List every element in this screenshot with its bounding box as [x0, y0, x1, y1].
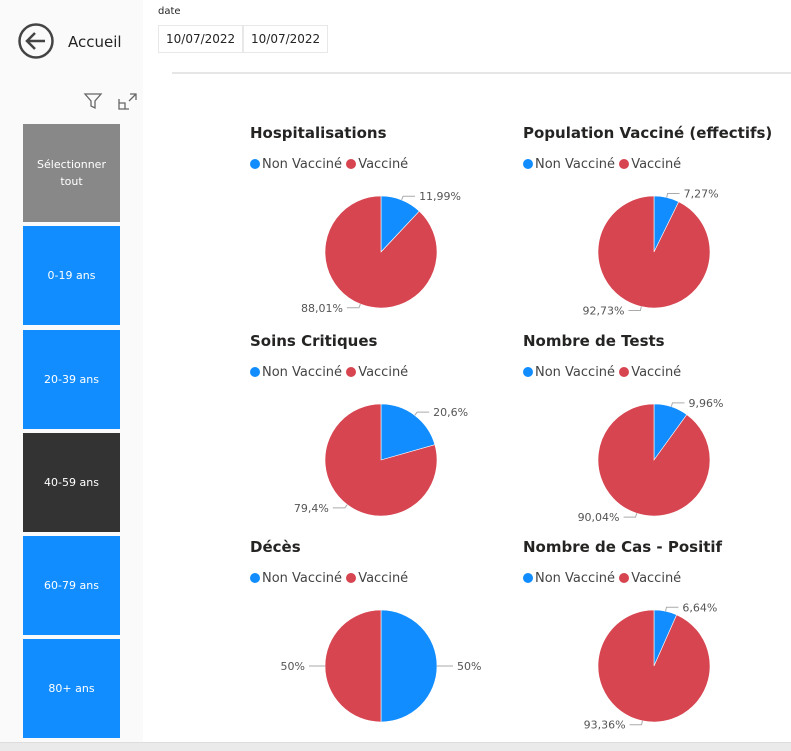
legend-marker-non-vaccine: [250, 159, 260, 169]
legend-marker-vaccine: [346, 159, 357, 169]
slicer-item[interactable]: 40-59 ans: [23, 433, 120, 532]
chart-title: Hospitalisations: [250, 124, 387, 142]
data-label: 92,73%: [582, 304, 624, 317]
legend-vaccine[interactable]: Vacciné: [358, 365, 409, 380]
chart-legend: Non Vacciné Vacciné: [250, 365, 408, 380]
pie-chart: 11,99% 88,01%: [301, 190, 461, 315]
chart-legend: Non Vacciné Vacciné: [523, 365, 681, 380]
slicer-item-label: 0-19 ans: [47, 269, 96, 282]
slicer-item[interactable]: 20-39 ans: [23, 330, 120, 429]
data-label: 90,04%: [578, 511, 620, 524]
legend-vaccine[interactable]: Vacciné: [631, 571, 682, 586]
slicer-item-label: 40-59 ans: [44, 476, 99, 489]
slice-vaccine[interactable]: [324, 195, 438, 309]
pie-chart: 6,64% 93,36%: [584, 601, 718, 732]
leader-line: [623, 513, 638, 518]
data-label: 7,27%: [684, 188, 719, 201]
slicer-item[interactable]: Sélectionner tout: [23, 124, 120, 222]
chart-legend: Non Vacciné Vacciné: [523, 571, 681, 586]
horizontal-scrollbar[interactable]: [0, 742, 791, 751]
slice-vaccine[interactable]: [324, 609, 382, 723]
legend-non-vaccine[interactable]: Non Vacciné: [262, 571, 343, 586]
pie-chart: 7,27% 92,73%: [582, 188, 719, 318]
leader-line: [628, 306, 642, 311]
slice-vaccine[interactable]: [324, 403, 438, 517]
leader-line: [670, 402, 685, 407]
legend-vaccine[interactable]: Vacciné: [631, 365, 682, 380]
legend-marker-non-vaccine: [523, 367, 533, 377]
data-label: 79,4%: [294, 502, 329, 515]
leader-line: [346, 303, 361, 309]
data-label: 50%: [281, 660, 305, 673]
chart-legend: Non Vacciné Vacciné: [250, 571, 408, 586]
data-label: 20,6%: [433, 406, 468, 419]
back-arrow-icon[interactable]: [18, 23, 54, 59]
slice-vaccine[interactable]: [597, 403, 711, 517]
chart-title: Nombre de Tests: [523, 332, 665, 350]
slicer-item[interactable]: 60-79 ans: [23, 536, 120, 635]
chart-title: Soins Critiques: [250, 332, 378, 350]
data-label: 88,01%: [301, 302, 343, 315]
slicer-item[interactable]: 0-19 ans: [23, 226, 120, 325]
slicer-item-label: 60-79 ans: [44, 579, 99, 592]
date-end-input[interactable]: 10/07/2022: [243, 25, 329, 53]
slicer-item-label: 80+ ans: [48, 682, 95, 695]
leader-line: [666, 193, 680, 198]
leader-line: [332, 504, 348, 509]
data-label: 11,99%: [419, 190, 461, 203]
slice-vaccine[interactable]: [597, 609, 711, 723]
leader-line: [665, 606, 679, 612]
legend-non-vaccine[interactable]: Non Vacciné: [262, 157, 343, 172]
legend-marker-non-vaccine: [250, 367, 260, 377]
leader-line: [414, 411, 430, 416]
legend-non-vaccine[interactable]: Non Vacciné: [535, 571, 616, 586]
data-label: 6,64%: [682, 601, 717, 614]
leader-line: [401, 195, 416, 201]
chart-legend: Non Vacciné Vacciné: [250, 157, 408, 172]
date-label: date: [158, 6, 181, 17]
legend-non-vaccine[interactable]: Non Vacciné: [262, 365, 343, 380]
home-label[interactable]: Accueil: [68, 33, 122, 51]
chart-title: Nombre de Cas - Positif: [523, 538, 723, 556]
pie-chart: 50% 50%: [281, 609, 481, 723]
focus-mode-icon[interactable]: [118, 92, 138, 110]
slicer-item-label: 20-39 ans: [44, 373, 99, 386]
legend-vaccine[interactable]: Vacciné: [358, 157, 409, 172]
chart-title: Décès: [250, 538, 301, 556]
pie-chart: 9,96% 90,04%: [578, 397, 724, 524]
legend-marker-vaccine: [346, 573, 357, 583]
pie-chart: 20,6% 79,4%: [294, 403, 468, 517]
slicer-item[interactable]: 80+ ans: [23, 639, 120, 738]
filter-icon[interactable]: [83, 91, 103, 111]
legend-marker-vaccine: [619, 367, 630, 377]
date-start-input[interactable]: 10/07/2022: [158, 25, 244, 53]
data-label: 50%: [457, 660, 481, 673]
slice-vaccine[interactable]: [597, 195, 711, 309]
legend-vaccine[interactable]: Vacciné: [358, 571, 409, 586]
legend-marker-non-vaccine: [250, 573, 260, 583]
divider: [172, 72, 791, 74]
legend-non-vaccine[interactable]: Non Vacciné: [535, 157, 616, 172]
legend-marker-vaccine: [346, 367, 357, 377]
slice-non-vaccine[interactable]: [380, 609, 438, 723]
data-label: 9,96%: [688, 397, 723, 410]
legend-vaccine[interactable]: Vacciné: [631, 157, 682, 172]
legend-marker-vaccine: [619, 159, 630, 169]
legend-marker-non-vaccine: [523, 573, 533, 583]
chart-title: Population Vacciné (effectifs): [523, 124, 773, 142]
data-label: 93,36%: [584, 719, 626, 732]
slicer-item-label: Sélectionner tout: [37, 158, 106, 188]
legend-non-vaccine[interactable]: Non Vacciné: [535, 365, 616, 380]
leader-line: [629, 720, 643, 726]
chart-legend: Non Vacciné Vacciné: [523, 157, 681, 172]
legend-marker-non-vaccine: [523, 159, 533, 169]
legend-marker-vaccine: [619, 573, 630, 583]
